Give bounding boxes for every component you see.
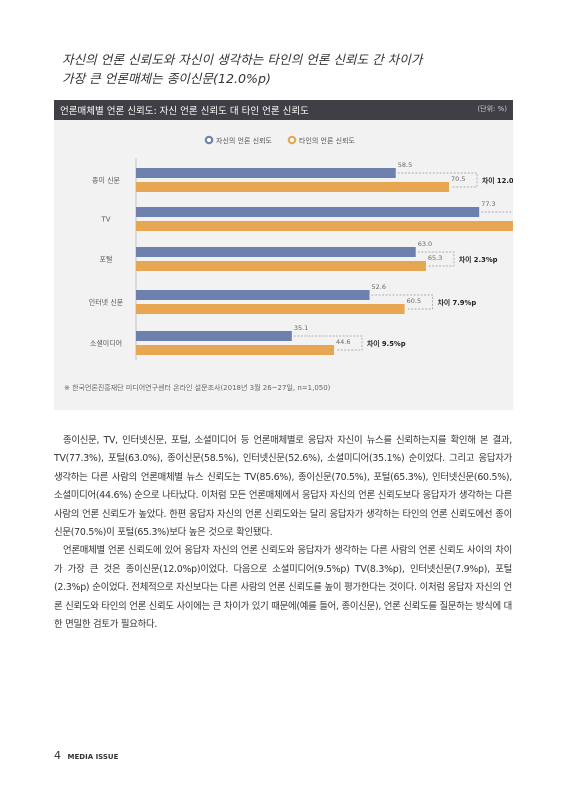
- difference-bracket: [397, 172, 478, 188]
- article-body: 종이신문, TV, 인터넷신문, 포털, 소셜미디어 등 언론매체별로 응답자 …: [54, 432, 512, 634]
- magazine-name: MEDIA ISSUE: [67, 753, 119, 761]
- chart-header: 언론매체별 언론 신뢰도: 자신 언론 신뢰도 대 타인 언론 신뢰도 (단위:…: [54, 100, 513, 120]
- bar-value-label: 70.5: [451, 175, 465, 183]
- headline: 자신의 언론 신뢰도와 자신이 생각하는 타인의 언론 신뢰도 간 차이가 가장…: [62, 50, 532, 88]
- bar-others: [136, 345, 335, 355]
- bar-others: [136, 221, 513, 231]
- bar-self: [136, 247, 416, 257]
- paragraph-1: 종이신문, TV, 인터넷신문, 포털, 소셜미디어 등 언론매체별로 응답자 …: [54, 435, 512, 539]
- category-label: TV: [100, 216, 110, 224]
- paragraph-2: 언론매체별 언론 신뢰도에 있어 응답자 자신의 언론 신뢰도와 응답자가 생각…: [54, 545, 512, 631]
- difference-bracket: [293, 335, 363, 351]
- bar-value-label: 44.6: [336, 338, 350, 346]
- page-footer: 4 MEDIA ISSUE: [54, 749, 118, 762]
- legend-label-1: 자신의 언론 신뢰도: [216, 136, 273, 145]
- bar-others: [136, 182, 450, 192]
- category-label: 인터넷 신문: [89, 298, 124, 307]
- bar-self: [136, 207, 480, 217]
- chart-source: ※ 한국언론진흥재단 미디어연구센터 온라인 설문조사(2018년 3월 26~…: [64, 384, 331, 392]
- bar-value-label: 58.5: [398, 161, 412, 169]
- difference-label: 차이 12.0%p: [482, 176, 513, 185]
- bar-value-label: 60.5: [407, 297, 421, 305]
- difference-label: 차이 2.3%p: [459, 255, 498, 264]
- bar-others: [136, 304, 405, 314]
- bar-value-label: 35.1: [294, 324, 308, 332]
- legend-marker-1: [204, 135, 214, 145]
- category-label: 종이 신문: [92, 176, 121, 185]
- bar-self: [136, 331, 292, 341]
- category-label: 포털: [100, 256, 113, 264]
- bar-self: [136, 290, 370, 300]
- legend-marker-2: [287, 135, 297, 145]
- category-label: 소셜미디어: [90, 339, 122, 348]
- difference-label: 차이 9.5%p: [367, 339, 406, 348]
- bar-value-label: 52.6: [372, 283, 386, 291]
- difference-bracket: [371, 294, 433, 310]
- page-number: 4: [54, 749, 61, 762]
- bar-value-label: 77.3: [481, 200, 495, 208]
- bar-value-label: 65.3: [428, 254, 442, 262]
- headline-line-2: 가장 큰 언론매체는 종이신문(12.0%p): [62, 71, 271, 86]
- chart-unit: (단위: %): [477, 105, 507, 113]
- difference-bracket: [417, 251, 455, 267]
- bar-self: [136, 168, 396, 178]
- difference-label: 차이 7.9%p: [438, 298, 477, 307]
- bar-others: [136, 261, 426, 271]
- chart-title: 언론매체별 언론 신뢰도: 자신 언론 신뢰도 대 타인 언론 신뢰도: [60, 106, 309, 117]
- headline-line-1: 자신의 언론 신뢰도와 자신이 생각하는 타인의 언론 신뢰도 간 차이가: [62, 52, 423, 67]
- bar-value-label: 63.0: [418, 240, 432, 248]
- chart-panel: 언론매체별 언론 신뢰도: 자신 언론 신뢰도 대 타인 언론 신뢰도 (단위:…: [54, 100, 513, 410]
- legend-label-2: 타인의 언론 신뢰도: [299, 136, 356, 145]
